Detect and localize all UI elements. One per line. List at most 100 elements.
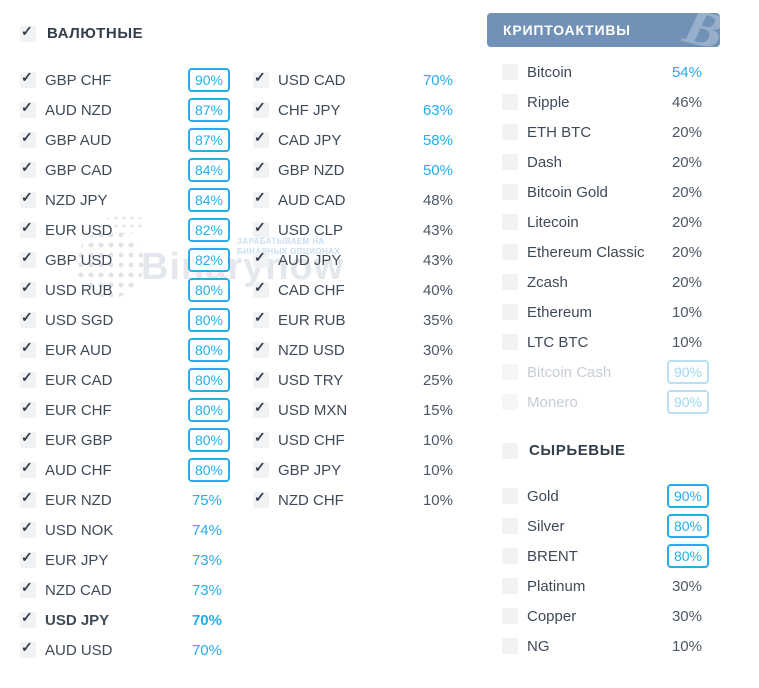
list-item-gbp-cad[interactable]: ✓ GBP CAD 84% (20, 155, 230, 185)
list-item-cad-jpy[interactable]: ✓ CAD JPY 58% (253, 125, 453, 155)
checkbox[interactable]: ✓ (20, 399, 36, 418)
checkbox[interactable]: ✓ (253, 99, 269, 118)
list-item-usd-sgd[interactable]: ✓ USD SGD 80% (20, 305, 230, 335)
list-item-zcash[interactable]: Zcash 20% (487, 267, 720, 297)
list-item-ripple[interactable]: Ripple 46% (487, 87, 720, 117)
list-item-nzd-jpy[interactable]: ✓ NZD JPY 84% (20, 185, 230, 215)
commodities-checkbox[interactable] (502, 442, 518, 459)
list-item-gbp-aud[interactable]: ✓ GBP AUD 87% (20, 125, 230, 155)
list-item-nzd-chf[interactable]: ✓ NZD CHF 10% (253, 485, 453, 515)
commodities-section-header[interactable]: СЫРЬЕВЫЕ (502, 442, 626, 459)
checkbox[interactable]: ✓ (253, 429, 269, 448)
checkbox[interactable]: ✓ (253, 219, 269, 238)
list-item-eur-chf[interactable]: ✓ EUR CHF 80% (20, 395, 230, 425)
checkbox[interactable]: ✓ (253, 159, 269, 178)
checkbox[interactable] (502, 334, 518, 350)
list-item-usd-jpy[interactable]: ✓ USD JPY 70% (20, 605, 230, 635)
list-item-ethereum[interactable]: Ethereum 10% (487, 297, 720, 327)
checkbox[interactable]: ✓ (253, 369, 269, 388)
list-item-aud-jpy[interactable]: ✓ AUD JPY 43% (253, 245, 453, 275)
list-item-aud-cad[interactable]: ✓ AUD CAD 48% (253, 185, 453, 215)
list-item-chf-jpy[interactable]: ✓ CHF JPY 63% (253, 95, 453, 125)
checkbox[interactable] (502, 488, 518, 504)
list-item-usd-rub[interactable]: ✓ USD RUB 80% (20, 275, 230, 305)
list-item-aud-chf[interactable]: ✓ AUD CHF 80% (20, 455, 230, 485)
list-item-eur-cad[interactable]: ✓ EUR CAD 80% (20, 365, 230, 395)
list-item-usd-clp[interactable]: ✓ USD CLP 43% (253, 215, 453, 245)
checkbox[interactable]: ✓ (253, 339, 269, 358)
list-item-usd-chf[interactable]: ✓ USD CHF 10% (253, 425, 453, 455)
list-item-usd-mxn[interactable]: ✓ USD MXN 15% (253, 395, 453, 425)
checkbox[interactable]: ✓ (20, 309, 36, 328)
list-item-ng[interactable]: NG 10% (487, 631, 720, 661)
checkbox[interactable] (502, 124, 518, 140)
list-item-aud-nzd[interactable]: ✓ AUD NZD 87% (20, 95, 230, 125)
checkbox[interactable] (502, 578, 518, 594)
checkbox[interactable]: ✓ (20, 549, 36, 568)
checkbox[interactable] (502, 244, 518, 260)
checkbox[interactable]: ✓ (20, 429, 36, 448)
checkbox[interactable]: ✓ (20, 279, 36, 298)
checkbox[interactable] (502, 214, 518, 230)
checkbox[interactable]: ✓ (20, 249, 36, 268)
list-item-silver[interactable]: Silver 80% (487, 511, 720, 541)
list-item-platinum[interactable]: Platinum 30% (487, 571, 720, 601)
checkbox[interactable] (502, 154, 518, 170)
checkbox[interactable]: ✓ (20, 159, 36, 178)
checkbox[interactable]: ✓ (20, 609, 36, 628)
currencies-section-header[interactable]: ✓ ВАЛЮТНЫЕ (20, 23, 143, 42)
checkbox[interactable]: ✓ (253, 459, 269, 478)
list-item-eur-jpy[interactable]: ✓ EUR JPY 73% (20, 545, 230, 575)
checkbox[interactable] (502, 518, 518, 534)
list-item-monero[interactable]: Monero 90% (487, 387, 720, 417)
checkbox[interactable] (502, 608, 518, 624)
list-item-brent[interactable]: BRENT 80% (487, 541, 720, 571)
list-item-copper[interactable]: Copper 30% (487, 601, 720, 631)
currencies-checkbox[interactable]: ✓ (20, 23, 36, 42)
checkbox[interactable]: ✓ (20, 99, 36, 118)
list-item-gbp-chf[interactable]: ✓ GBP CHF 90% (20, 65, 230, 95)
checkbox[interactable]: ✓ (20, 489, 36, 508)
checkbox[interactable]: ✓ (253, 309, 269, 328)
list-item-usd-cad[interactable]: ✓ USD CAD 70% (253, 65, 453, 95)
list-item-bitcoin[interactable]: Bitcoin 54% (487, 57, 720, 87)
checkbox[interactable]: ✓ (20, 69, 36, 88)
checkbox[interactable]: ✓ (20, 579, 36, 598)
list-item-litecoin[interactable]: Litecoin 20% (487, 207, 720, 237)
checkbox[interactable] (502, 638, 518, 654)
list-item-eur-aud[interactable]: ✓ EUR AUD 80% (20, 335, 230, 365)
checkbox[interactable]: ✓ (253, 189, 269, 208)
checkbox[interactable] (502, 394, 518, 410)
checkbox[interactable]: ✓ (253, 279, 269, 298)
list-item-eur-usd[interactable]: ✓ EUR USD 82% (20, 215, 230, 245)
checkbox[interactable] (502, 184, 518, 200)
checkbox[interactable]: ✓ (253, 399, 269, 418)
list-item-nzd-cad[interactable]: ✓ NZD CAD 73% (20, 575, 230, 605)
list-item-aud-usd[interactable]: ✓ AUD USD 70% (20, 635, 230, 665)
checkbox[interactable]: ✓ (253, 489, 269, 508)
list-item-bitcoin-gold[interactable]: Bitcoin Gold 20% (487, 177, 720, 207)
list-item-eth-btc[interactable]: ETH BTC 20% (487, 117, 720, 147)
crypto-section-header[interactable]: КРИПТОАКТИВЫ B (487, 13, 720, 47)
checkbox[interactable] (502, 274, 518, 290)
checkbox[interactable]: ✓ (253, 249, 269, 268)
checkbox[interactable] (502, 94, 518, 110)
list-item-usd-try[interactable]: ✓ USD TRY 25% (253, 365, 453, 395)
list-item-gbp-jpy[interactable]: ✓ GBP JPY 10% (253, 455, 453, 485)
list-item-dash[interactable]: Dash 20% (487, 147, 720, 177)
list-item-eur-gbp[interactable]: ✓ EUR GBP 80% (20, 425, 230, 455)
checkbox[interactable] (502, 64, 518, 80)
list-item-cad-chf[interactable]: ✓ CAD CHF 40% (253, 275, 453, 305)
list-item-ethereum-classic[interactable]: Ethereum Classic 20% (487, 237, 720, 267)
checkbox[interactable] (502, 364, 518, 380)
list-item-ltc-btc[interactable]: LTC BTC 10% (487, 327, 720, 357)
list-item-eur-rub[interactable]: ✓ EUR RUB 35% (253, 305, 453, 335)
checkbox[interactable]: ✓ (20, 639, 36, 658)
checkbox[interactable]: ✓ (20, 459, 36, 478)
list-item-nzd-usd[interactable]: ✓ NZD USD 30% (253, 335, 453, 365)
checkbox[interactable] (502, 548, 518, 564)
list-item-eur-nzd[interactable]: ✓ EUR NZD 75% (20, 485, 230, 515)
checkbox[interactable]: ✓ (20, 369, 36, 388)
list-item-usd-nok[interactable]: ✓ USD NOK 74% (20, 515, 230, 545)
checkbox[interactable]: ✓ (253, 69, 269, 88)
